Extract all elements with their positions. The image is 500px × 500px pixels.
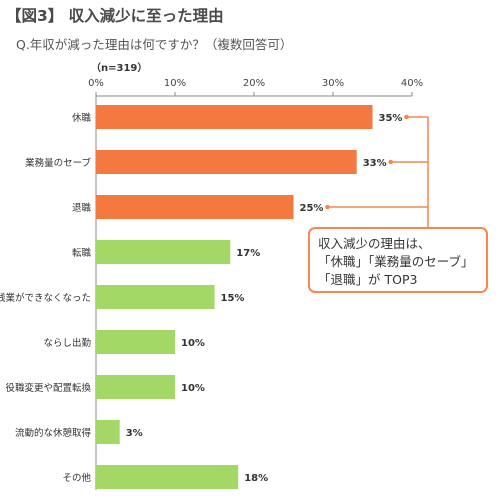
category-label: 転職 <box>72 248 92 259</box>
callout-box: 収入減少の理由は、 「休職」「業務量のセーブ」 「退職」が TOP3 <box>308 227 488 293</box>
data-label: 33% <box>363 158 387 169</box>
category-label: 業務量のセーブ <box>25 157 91 169</box>
callout-connector-dot <box>388 159 394 165</box>
data-label: 10% <box>181 338 205 349</box>
x-tick-label: 40% <box>401 78 423 89</box>
category-label: その他 <box>62 472 91 484</box>
category-label: 役職変更や配置転換 <box>5 382 91 394</box>
data-label: 3% <box>126 428 143 439</box>
category-label: 退職 <box>72 203 92 214</box>
bar <box>96 375 175 399</box>
callout-line-3: 「退職」が TOP3 <box>318 272 418 287</box>
bar <box>96 150 357 174</box>
category-label: 残業ができなくなった <box>0 292 91 304</box>
callout-connector-dot <box>404 114 409 120</box>
category-label: 休職 <box>72 112 92 124</box>
data-label: 10% <box>181 383 205 394</box>
x-tick-label: 20% <box>243 78 265 89</box>
bar <box>96 465 239 489</box>
x-tick-label: 10% <box>164 78 186 89</box>
bar <box>96 420 120 444</box>
data-label: 25% <box>300 203 324 214</box>
survey-question: Q.年収が減った理由は何ですか？（複数回答可） <box>16 37 293 52</box>
callout-text: 収入減少の理由は、 「休職」「業務量のセーブ」 「退職」が TOP3 <box>318 235 474 289</box>
bar <box>96 240 231 264</box>
bar <box>96 330 175 354</box>
callout-connector-dot <box>325 204 330 210</box>
figure-title: 【図3】 収入減少に至った理由 <box>6 7 224 25</box>
bar <box>96 285 215 309</box>
bar <box>96 195 294 219</box>
category-label: ならし出勤 <box>43 337 91 349</box>
data-label: 17% <box>236 248 260 259</box>
sample-size-label: （n=319） <box>91 63 148 74</box>
data-label: 15% <box>221 293 245 304</box>
data-label: 18% <box>244 473 268 484</box>
x-tick-label: 30% <box>322 78 344 89</box>
bar <box>96 105 373 129</box>
data-label: 35% <box>379 113 403 124</box>
callout-line-2: 「休職」「業務量のセーブ」 <box>318 254 474 269</box>
category-label: 流動的な休憩取得 <box>15 427 92 439</box>
callout-line-1: 収入減少の理由は、 <box>318 236 431 251</box>
x-tick-label: 0% <box>88 78 104 89</box>
